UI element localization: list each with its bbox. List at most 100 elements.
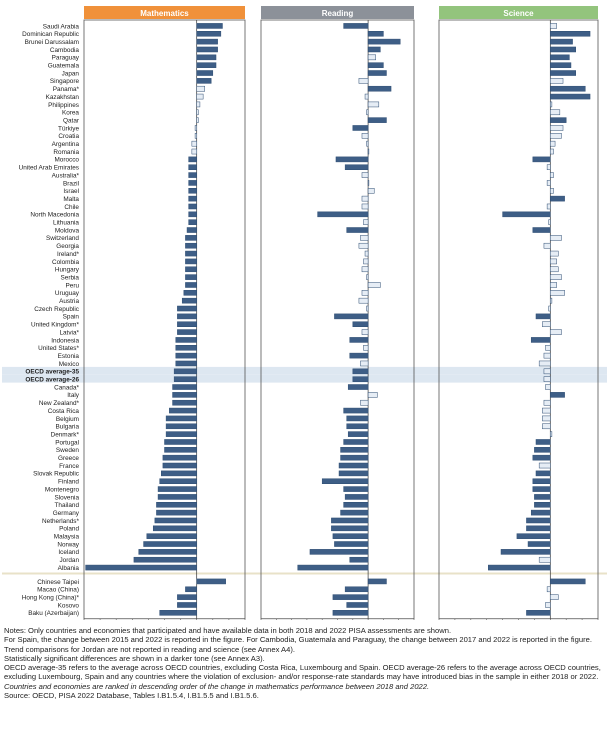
bar [367, 46, 381, 53]
bar [367, 148, 370, 155]
bar [550, 329, 562, 335]
bar [546, 164, 551, 170]
country-label: United Arab Emirates [19, 165, 79, 172]
bar [367, 392, 378, 398]
bar [367, 85, 392, 92]
bar [177, 313, 197, 320]
bar [550, 23, 557, 29]
bar [332, 533, 369, 539]
country-label: Chinese Taipei [37, 579, 79, 586]
country-label: Poland [59, 526, 79, 533]
bar [534, 447, 551, 453]
note-line: Trend comparisons for Jordan are not rep… [4, 644, 295, 654]
note-line: Notes: Only countries and economies that… [4, 626, 452, 635]
note-line: Source: OECD, PISA 2022 Database, Tables… [4, 691, 259, 701]
bar [361, 172, 369, 178]
bar [196, 117, 199, 123]
bar [196, 109, 199, 116]
country-label: Israel [63, 188, 79, 195]
country-label: New Zealand* [39, 400, 80, 407]
bar [297, 564, 369, 571]
country-label: Singapore [50, 78, 80, 85]
bar [172, 392, 197, 398]
country-label: Thailand [54, 502, 79, 509]
bar [196, 23, 223, 29]
bar [346, 415, 369, 422]
bar [185, 235, 197, 241]
bar [550, 274, 562, 280]
bar [344, 494, 369, 500]
bar [360, 235, 369, 241]
bar [516, 533, 551, 539]
bar [309, 549, 369, 555]
bar [488, 564, 551, 571]
bar [360, 360, 369, 367]
bar [550, 93, 591, 100]
bar [156, 509, 197, 516]
country-label: Moldova [55, 227, 80, 234]
bar [332, 610, 369, 616]
country-label: Finland [58, 479, 79, 486]
bar [550, 235, 562, 241]
bar [346, 602, 369, 608]
bar [367, 70, 387, 76]
country-label: Japan [62, 70, 80, 77]
bar [188, 164, 197, 170]
bar [542, 321, 551, 328]
bar [162, 462, 197, 469]
bar [550, 148, 554, 155]
bar [165, 431, 197, 437]
bar [340, 447, 369, 453]
bar [146, 533, 197, 539]
country-label: Norway [57, 541, 79, 548]
bar [157, 486, 197, 492]
country-label: Latvia* [59, 329, 79, 336]
bar [550, 258, 557, 265]
bar [138, 549, 197, 555]
country-label: Romania [53, 149, 79, 156]
note-line: OECD average-35 refers to the average ac… [4, 663, 601, 673]
bar [154, 517, 197, 524]
country-label: Georgia [56, 243, 79, 250]
bar [188, 211, 197, 218]
bar [548, 219, 551, 225]
bar [338, 470, 369, 477]
bar [550, 594, 559, 600]
bar [165, 423, 197, 430]
bar [367, 31, 384, 37]
bar [161, 470, 197, 477]
bar [188, 195, 197, 202]
bar [361, 329, 369, 335]
bar [177, 602, 197, 608]
bar [550, 133, 562, 139]
bar [349, 556, 369, 563]
bar [550, 70, 576, 76]
bar [542, 423, 551, 430]
bar [360, 399, 369, 406]
bar [527, 541, 551, 547]
bar [530, 509, 551, 516]
bar [361, 203, 369, 210]
bar [196, 46, 218, 53]
bar [363, 258, 369, 265]
chart-notes: Notes: Only countries and economies that… [4, 626, 606, 700]
bar [550, 31, 591, 37]
bar [175, 337, 197, 343]
bar [175, 352, 197, 359]
bar [550, 431, 553, 437]
country-label: United States* [38, 345, 79, 352]
country-label: Czech Republic [34, 306, 80, 313]
bar [545, 384, 551, 390]
bar [364, 93, 369, 100]
bar [358, 297, 369, 304]
bar [185, 266, 197, 273]
country-label: Jordan [59, 557, 79, 564]
bar [343, 502, 369, 508]
bar [159, 610, 197, 616]
bar [538, 462, 551, 469]
bar [550, 266, 559, 273]
country-label: Slovenia [54, 494, 79, 501]
bar [543, 368, 551, 375]
country-label: Estonia [58, 353, 80, 360]
bar [530, 337, 551, 343]
